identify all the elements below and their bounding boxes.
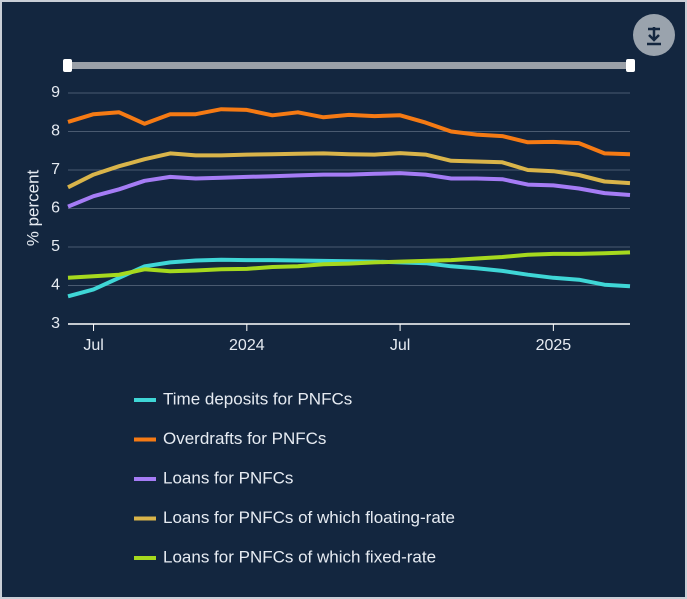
legend-label: Loans for PNFCs of which fixed-rate [163,547,436,566]
legend-label: Time deposits for PNFCs [163,389,352,408]
range-slider[interactable] [68,62,630,69]
series-line [67,151,631,190]
legend-label: Loans for PNFCs of which floating-rate [163,508,455,527]
x-tick-label: Jul [390,337,410,354]
y-tick-label: 4 [51,277,60,294]
y-tick-label: 8 [51,123,60,140]
slider-handle[interactable] [63,59,72,72]
y-tick-label: 3 [51,315,60,332]
x-tick-label: 2025 [536,337,572,354]
series-line [67,171,631,209]
y-tick-label: 7 [51,161,60,178]
legend-label: Loans for PNFCs [163,468,293,487]
y-tick-label: 5 [51,238,60,255]
y-tick-label: 6 [51,200,60,217]
legend-label: Overdrafts for PNFCs [163,429,326,448]
download-icon [647,27,661,46]
x-tick-label: Jul [83,337,103,354]
slider-handle[interactable] [626,59,635,72]
y-tick-label: 9 [51,84,60,101]
x-tick-label: 2024 [229,337,265,354]
series-line [67,257,631,299]
y-axis-label: % percent [23,169,42,246]
series-line [67,250,631,280]
series-line [67,107,631,157]
